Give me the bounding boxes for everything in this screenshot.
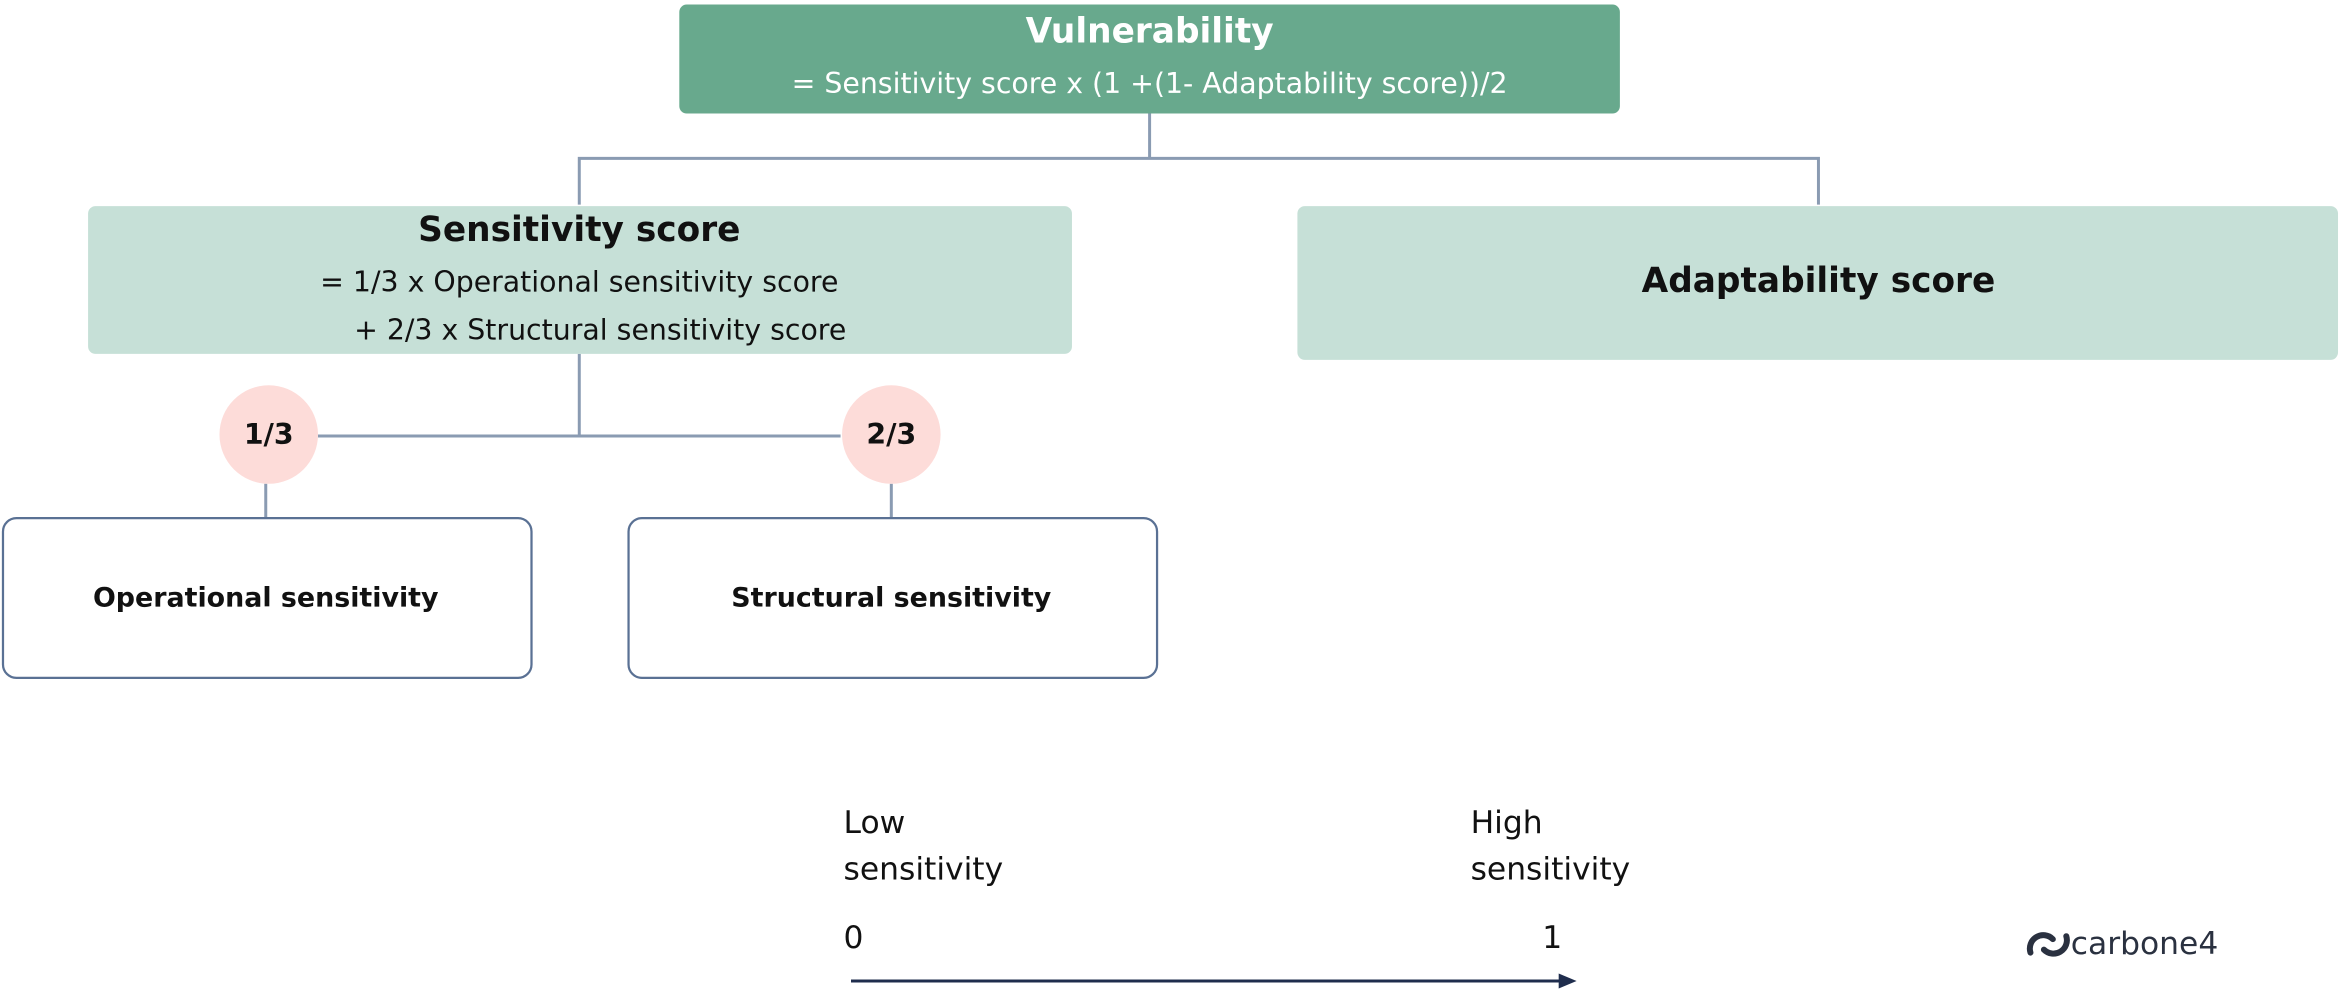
leaf-label: Operational sensitivity xyxy=(93,582,439,613)
leaf-label: Structural sensitivity xyxy=(731,582,1051,613)
connector xyxy=(577,113,1820,205)
weight-label: 1/3 xyxy=(244,418,294,451)
sensitivity-formula: + 2/3 x Structural sensitivity score xyxy=(354,314,846,347)
scale-arrowhead xyxy=(1558,973,1577,989)
sensitivity-box xyxy=(88,206,1072,354)
connector xyxy=(264,353,893,519)
scale-max: 1 xyxy=(1542,920,1562,956)
root-formula: = Sensitivity score x (1 +(1- Adaptabili… xyxy=(792,67,1508,100)
sensitivity-formula: = 1/3 x Operational sensitivity score xyxy=(320,266,838,299)
scale-min: 0 xyxy=(844,920,864,956)
root-box xyxy=(679,4,1620,114)
weight-circle xyxy=(842,385,941,484)
scale-low-label: Low xyxy=(844,805,906,841)
scale-low-label: sensitivity xyxy=(844,851,1004,887)
adaptability-title: Adaptability score xyxy=(1642,261,1996,301)
scale-high-label: High xyxy=(1471,805,1543,841)
root-title: Vulnerability xyxy=(1026,11,1274,51)
adaptability-box xyxy=(1297,206,2339,360)
weight-label: 2/3 xyxy=(866,418,916,451)
scale-high-label: sensitivity xyxy=(1471,851,1631,887)
weight-circle xyxy=(219,385,319,484)
sensitivity-title: Sensitivity score xyxy=(418,210,740,250)
logo: carbone4 xyxy=(2071,926,2219,962)
leaf-box xyxy=(627,517,1159,680)
logo-icon xyxy=(2026,932,2070,957)
leaf-box xyxy=(1,517,533,680)
